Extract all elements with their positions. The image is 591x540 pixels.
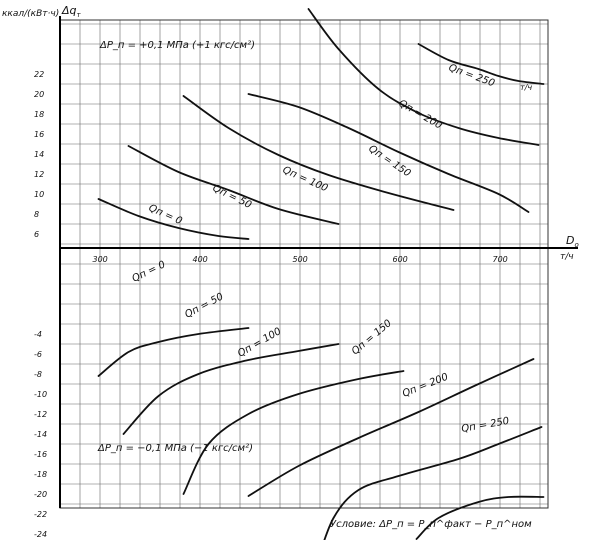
curve-upper-q50 [127, 145, 340, 225]
x-tick-label: 700 [493, 255, 508, 264]
curve-lower-q0 [97, 327, 250, 377]
y-tick-label: 14 [34, 150, 44, 159]
curve-label: Qп = 0 [130, 259, 167, 284]
y-tick-label: 8 [34, 210, 39, 219]
y-tick-label: -6 [34, 350, 42, 359]
curve-upper-q0 [97, 198, 250, 240]
y-tick-label: -14 [34, 430, 47, 439]
curve-lower-q150 [247, 358, 535, 497]
y-tick-label: -4 [34, 330, 42, 339]
upper-condition-label: ΔP_п = +0,1 МПа (+1 кгс/см²) [99, 40, 255, 51]
curve-label: Qп = 150 [366, 143, 412, 179]
y-tick-label: 16 [34, 130, 44, 139]
curve-label: Qп = 200 [401, 372, 450, 400]
curve-label: Qп = 0 [147, 203, 184, 227]
y-tick-label: 12 [34, 170, 44, 179]
curve-label: Qп = 50 [183, 291, 225, 320]
y-tick-label: 6 [34, 230, 39, 239]
y-axis-label: ккал/(кВт·ч) [2, 9, 59, 19]
curve-lower-q250 [415, 495, 545, 540]
curve-label: Qп = 100 [281, 165, 330, 195]
y-tick-label: 20 [34, 90, 44, 99]
tick-labels: 300 400 500 600 700 22 20 18 16 14 12 10 8 6 -4 -6 -8 -10… [34, 70, 508, 539]
flow-unit-label: т/ч [520, 83, 532, 92]
curve-lower-q200 [323, 426, 543, 540]
y-tick-label: -22 [34, 510, 47, 519]
footer-condition-label: Условие: ΔP_п = P_п^факт − P_п^ном [330, 519, 532, 530]
x-tick-label: 300 [93, 255, 108, 264]
curve-lower-q50 [122, 343, 340, 435]
x-tick-label: 600 [393, 255, 408, 264]
y-tick-label: 22 [34, 70, 44, 79]
curves [97, 8, 545, 540]
x-axis-symbol: Dо [566, 234, 579, 249]
curve-upper-q100 [182, 95, 455, 211]
y-tick-label: 18 [34, 110, 44, 119]
y-tick-label: 10 [34, 190, 44, 199]
x-tick-label: 500 [293, 255, 308, 264]
chart-grid [59, 19, 549, 509]
curve-upper-q150 [247, 93, 530, 213]
y-tick-label: -12 [34, 410, 47, 419]
y-tick-label: -16 [34, 450, 47, 459]
x-tick-label: 400 [193, 255, 208, 264]
y-tick-label: -10 [34, 390, 47, 399]
y-tick-label: -24 [34, 530, 47, 539]
curve-upper-q200 [307, 8, 540, 146]
y-tick-label: -18 [34, 470, 47, 479]
lower-condition-label: ΔP_п = −0,1 МПа (−1 кгс/см²) [97, 443, 253, 454]
curve-lower-q100 [182, 370, 405, 495]
y-tick-label: -8 [34, 370, 42, 379]
y-axis-symbol: Δqт [61, 4, 82, 19]
chart-axes [59, 16, 578, 508]
curve-label: Qп = 250 [461, 416, 510, 435]
x-axis-unit: т/ч [560, 252, 574, 262]
curve-upper-q250 [417, 43, 545, 85]
y-tick-label: -20 [34, 490, 47, 499]
